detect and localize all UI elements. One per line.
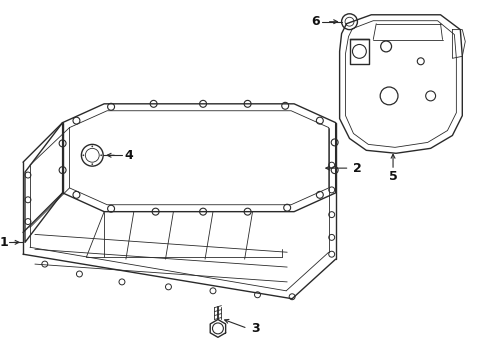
Text: 2: 2 — [353, 162, 362, 175]
Text: 4: 4 — [124, 149, 133, 162]
Text: 6: 6 — [311, 15, 320, 28]
Text: 1: 1 — [0, 236, 8, 249]
Text: 3: 3 — [251, 322, 260, 335]
Text: 5: 5 — [389, 170, 397, 183]
